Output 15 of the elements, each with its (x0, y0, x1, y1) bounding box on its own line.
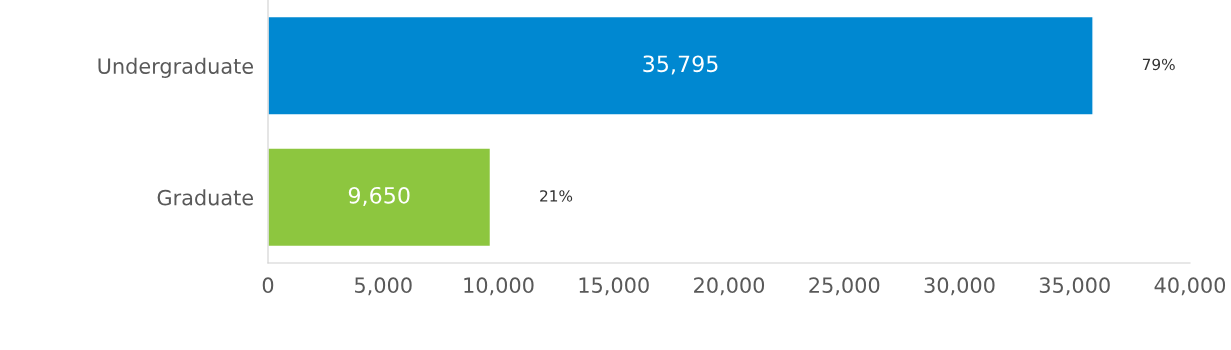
y-tick-label: Undergraduate (98, 57, 253, 78)
annotation: 21% (540, 190, 573, 202)
y-tick-label: Graduate (157, 189, 253, 206)
x-tick-label: 0 (262, 277, 274, 294)
x-tick-label: 20,000 (694, 277, 765, 296)
annotation: 79% (1142, 58, 1175, 71)
x-tick-label: 10,000 (464, 277, 534, 296)
x-tick-label: 35,000 (1039, 277, 1110, 296)
x-tick-label: 40,000 (1154, 277, 1226, 296)
x-tick-label: 25,000 (809, 277, 880, 296)
data-label: 35,795 (643, 55, 718, 75)
data-label: 9,650 (348, 186, 410, 206)
x-tick-label: 30,000 (924, 277, 995, 296)
x-tick-label: 5,000 (355, 277, 412, 296)
x-tick-label: 15,000 (579, 277, 649, 296)
